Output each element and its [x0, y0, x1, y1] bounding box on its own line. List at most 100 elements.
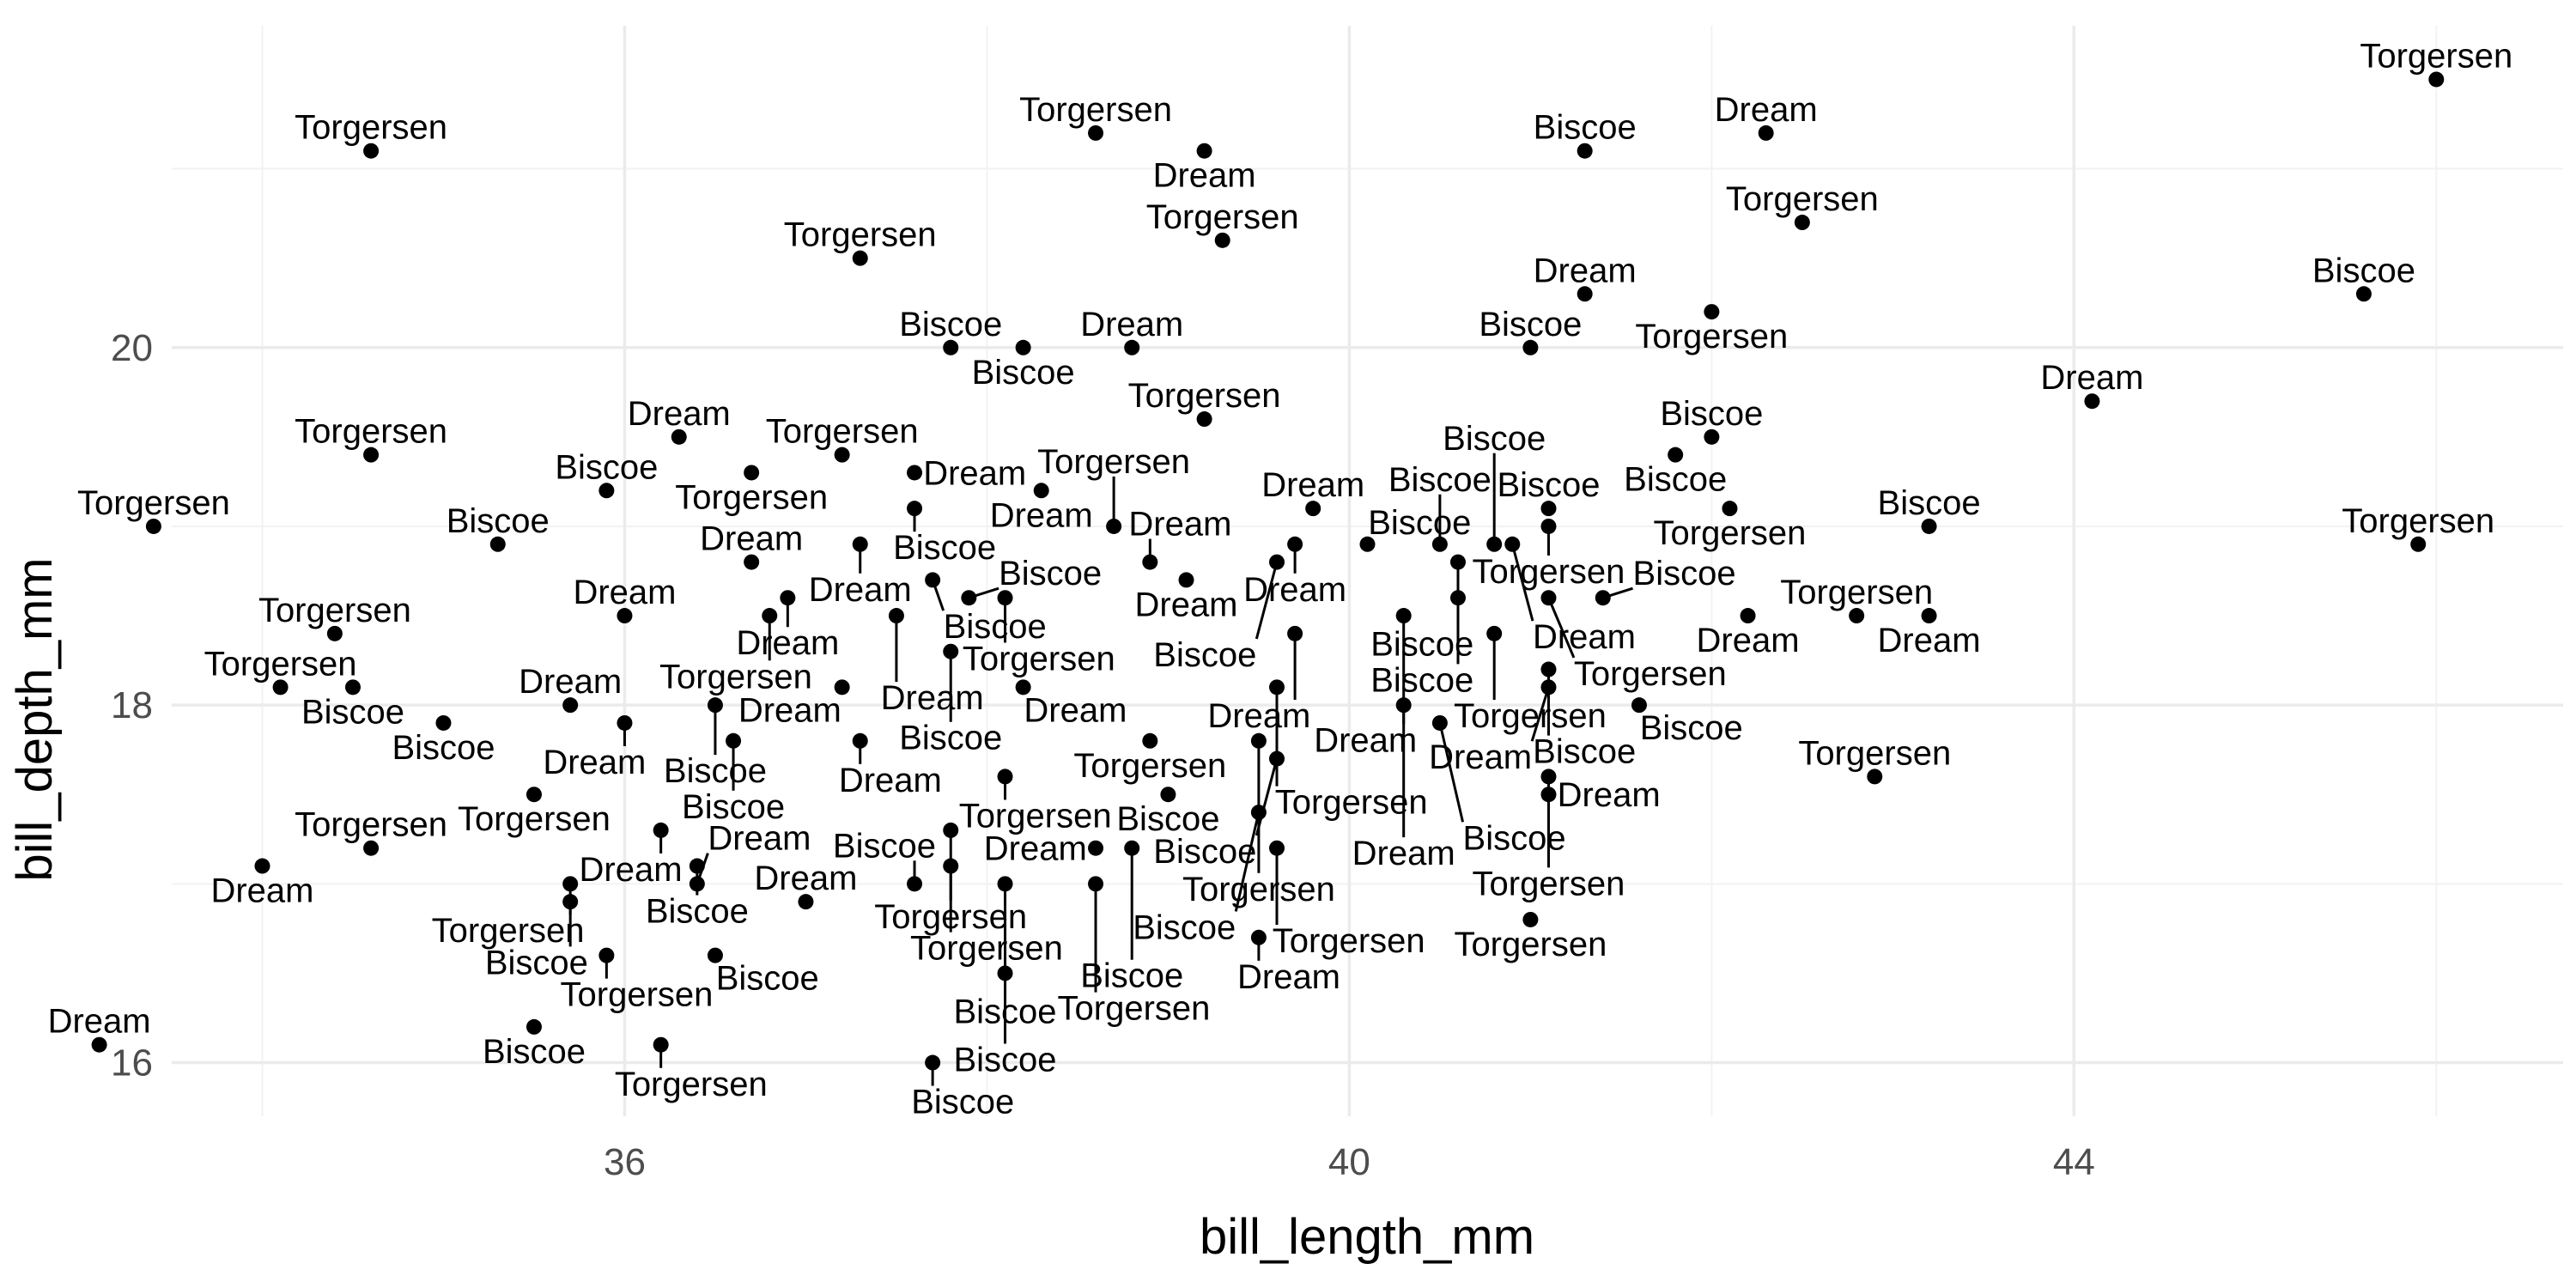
point-label: Biscoe: [1534, 109, 1637, 147]
data-point: [925, 572, 941, 588]
label-leader-line: [1510, 544, 1534, 622]
point-label: Dream: [700, 520, 803, 558]
point-label: Dream: [48, 1003, 151, 1041]
point-label: Dream: [1697, 622, 1800, 659]
point-label: Biscoe: [392, 729, 495, 767]
data-point: [1160, 787, 1176, 803]
y-tick-label: 16: [111, 1042, 153, 1084]
point-label: Dream: [809, 571, 912, 609]
point-label: Torgersen: [1182, 871, 1335, 908]
data-point: [1631, 697, 1647, 714]
point-label: Biscoe: [1878, 484, 1981, 522]
point-label: Torgersen: [1654, 514, 1807, 552]
data-point: [997, 965, 1013, 981]
point-label: Torgersen: [766, 413, 919, 451]
data-point: [1269, 679, 1285, 696]
point-label: Torgersen: [1275, 784, 1428, 822]
point-label: Torgersen: [1037, 443, 1190, 481]
data-point: [907, 501, 923, 517]
label-leader-line: [1530, 686, 1550, 742]
point-label: Biscoe: [485, 944, 588, 981]
point-label: Biscoe: [1640, 709, 1743, 747]
point-label: Torgersen: [1128, 377, 1281, 415]
data-point: [653, 822, 669, 838]
data-point: [1704, 428, 1720, 445]
point-label: Biscoe: [944, 608, 1047, 646]
data-points: [91, 71, 2445, 1071]
data-point: [363, 840, 380, 856]
data-point: [1124, 840, 1140, 856]
data-point: [1595, 590, 1611, 606]
data-point: [780, 590, 796, 606]
point-label: Biscoe: [2312, 252, 2415, 289]
data-point: [1269, 554, 1285, 570]
point-label: Biscoe: [1533, 733, 1636, 771]
y-axis-title: bill_depth_mm: [7, 557, 63, 881]
point-label: Dream: [736, 624, 839, 662]
point-label: Dream: [923, 454, 1026, 492]
point-label: Biscoe: [999, 555, 1102, 592]
data-point: [363, 143, 380, 159]
data-point: [707, 697, 723, 714]
data-point: [272, 679, 289, 696]
data-point: [1540, 787, 1557, 803]
point-label: Torgersen: [910, 930, 1063, 968]
point-label: Dream: [984, 830, 1087, 868]
point-label: Biscoe: [893, 529, 996, 567]
y-tick-label: 18: [111, 684, 153, 726]
data-point: [2355, 286, 2372, 302]
data-point: [1250, 732, 1267, 749]
point-label: Dream: [210, 872, 313, 910]
data-point: [1287, 536, 1303, 552]
point-label: Biscoe: [1080, 957, 1183, 995]
point-label: Biscoe: [1370, 626, 1473, 664]
x-tick-label: 40: [1328, 1141, 1370, 1183]
point-label: Dream: [1024, 691, 1127, 729]
point-label: Dream: [1533, 618, 1636, 656]
point-label: Biscoe: [899, 720, 1002, 757]
data-point: [1269, 750, 1285, 767]
data-point: [1921, 608, 1937, 624]
point-label: Torgersen: [1473, 865, 1625, 902]
data-point: [1486, 536, 1503, 552]
point-label: Biscoe: [1116, 800, 1219, 838]
data-point: [1540, 661, 1557, 677]
data-point: [834, 447, 850, 463]
data-point: [363, 447, 380, 463]
point-label: Torgersen: [1273, 922, 1425, 960]
data-point: [1033, 483, 1049, 499]
point-label: Torgersen: [784, 216, 937, 254]
data-point: [689, 876, 705, 892]
data-point: [888, 608, 904, 624]
data-point: [1178, 572, 1194, 588]
point-label: Biscoe: [1479, 306, 1582, 343]
point-label: Torgersen: [1058, 990, 1211, 1028]
data-point: [326, 625, 343, 641]
point-label: Torgersen: [295, 806, 447, 844]
data-point: [744, 554, 760, 570]
data-point: [907, 876, 923, 892]
x-axis-title: bill_length_mm: [1200, 1209, 1534, 1265]
data-point: [961, 590, 977, 606]
data-point: [997, 590, 1013, 606]
point-label: Torgersen: [2360, 37, 2512, 75]
data-point: [943, 643, 959, 659]
point-label: Dream: [1534, 252, 1637, 289]
point-label: Biscoe: [972, 354, 1075, 392]
point-label: Biscoe: [555, 448, 658, 486]
label-leader-line: [1547, 597, 1576, 659]
point-label: Dream: [1153, 157, 1256, 195]
data-point: [798, 894, 814, 910]
point-label: Torgersen: [204, 645, 357, 683]
point-label: Biscoe: [833, 827, 936, 865]
axis-ticks: 36 40 44 16 18 20: [111, 327, 2095, 1183]
data-point: [91, 1036, 107, 1053]
data-point: [1704, 304, 1720, 320]
point-label: Biscoe: [1497, 466, 1600, 504]
point-label: Torgersen: [1454, 697, 1607, 735]
point-label: Biscoe: [1368, 504, 1471, 542]
point-label: Torgersen: [1798, 734, 1951, 772]
point-label: Biscoe: [911, 1084, 1014, 1121]
point-label: Dream: [708, 820, 811, 858]
point-label: Biscoe: [646, 893, 749, 931]
